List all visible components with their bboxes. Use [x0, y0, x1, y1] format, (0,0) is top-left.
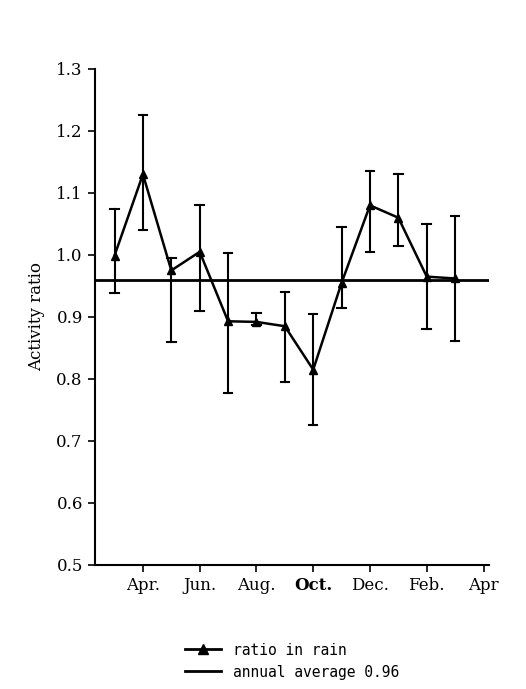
Legend: ratio in rain, annual average 0.96: ratio in rain, annual average 0.96 [179, 637, 405, 686]
Y-axis label: Activity ratio: Activity ratio [28, 263, 45, 371]
